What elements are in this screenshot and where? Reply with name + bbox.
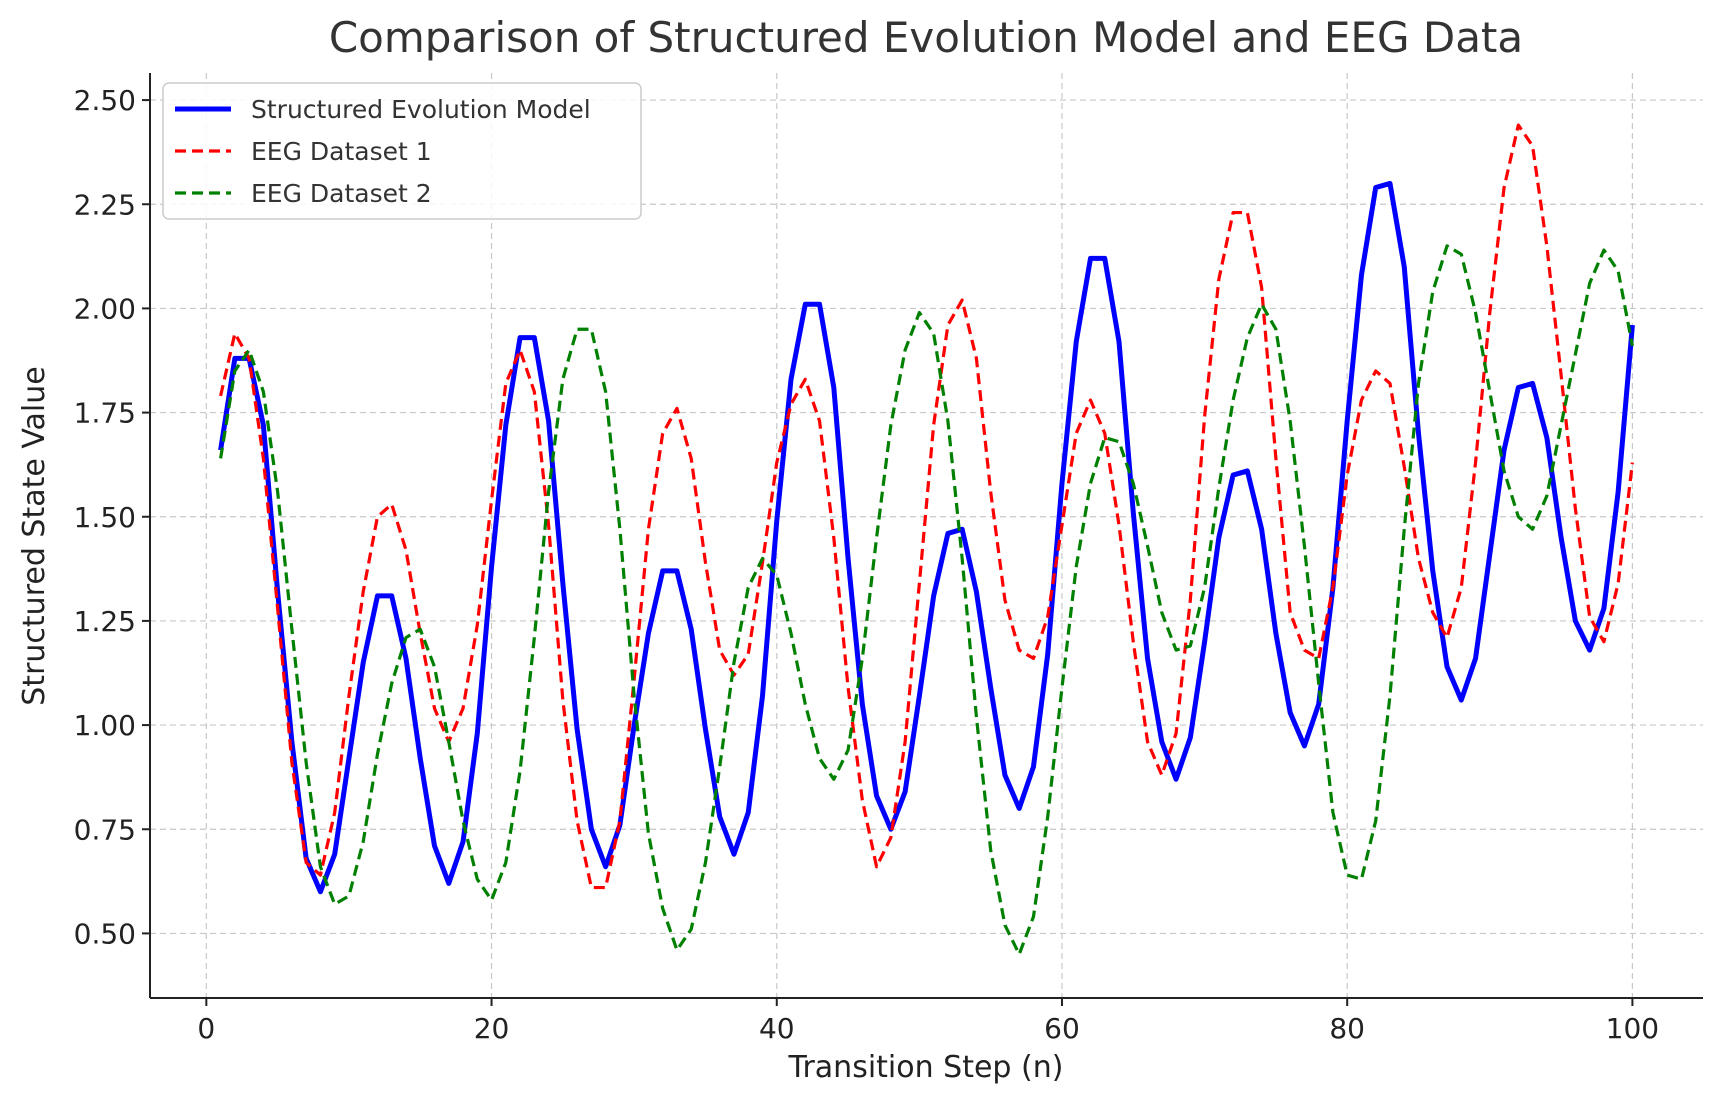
y-tick-label: 1.50 [74,501,136,534]
y-tick-label: 1.00 [74,709,136,742]
x-axis-label: Transition Step (n) [788,1050,1064,1085]
y-tick-label: 0.50 [74,917,136,950]
y-tick-label: 2.25 [74,188,136,221]
x-tick-label: 80 [1329,1012,1365,1045]
legend-label: EEG Dataset 2 [251,179,432,208]
plot-area [218,123,1635,956]
y-tick-label: 1.25 [74,605,136,638]
legend-label: Structured Evolution Model [251,95,591,124]
y-axis-label: Structured State Value [17,366,52,705]
y-tick-label: 1.75 [74,397,136,430]
series-line-3 [219,244,1634,956]
legend-label: EEG Dataset 1 [251,137,432,166]
grid [150,73,1703,998]
x-tick-label: 20 [474,1012,510,1045]
y-tick-label: 2.50 [74,84,136,117]
x-tick-label: 0 [197,1012,215,1045]
chart-title: Comparison of Structured Evolution Model… [329,13,1523,62]
x-tick-label: 60 [1044,1012,1080,1045]
y-tick-label: 2.00 [74,292,136,325]
x-tick-label: 100 [1606,1012,1659,1045]
x-tick-label: 40 [759,1012,795,1045]
y-tick-label: 0.75 [74,813,136,846]
series-line-1 [218,180,1635,895]
axes: 0 20 40 60 80 100 0.50 0.75 1.00 1.25 1.50 1.75 2.00… [74,73,1703,1045]
legend: Structured Evolution Model EEG Dataset 1 E… [162,82,642,220]
series-line-2 [219,123,1634,890]
legend-box [162,82,642,220]
